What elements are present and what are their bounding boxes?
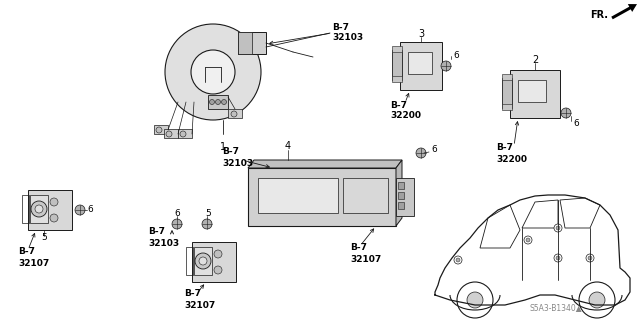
Circle shape	[588, 256, 592, 260]
Bar	[392, 46, 402, 52]
Circle shape	[589, 292, 605, 308]
Text: 5: 5	[205, 210, 211, 219]
Text: 6: 6	[453, 51, 459, 61]
Circle shape	[456, 258, 460, 262]
Circle shape	[554, 224, 562, 232]
Polygon shape	[396, 160, 402, 226]
Bar	[192, 242, 236, 282]
Text: 6: 6	[87, 205, 93, 214]
Text: 2: 2	[532, 55, 538, 65]
Circle shape	[454, 256, 462, 264]
Bar	[208, 95, 228, 109]
Text: S5A3-B1340▲: S5A3-B1340▲	[530, 303, 582, 313]
Circle shape	[31, 201, 47, 217]
Circle shape	[50, 198, 58, 206]
Circle shape	[467, 292, 483, 308]
Bar	[164, 129, 178, 138]
Circle shape	[556, 226, 560, 230]
Bar	[343, 178, 388, 213]
Bar	[238, 32, 266, 54]
Bar	[392, 50, 402, 80]
FancyArrow shape	[611, 4, 637, 19]
Bar	[30, 195, 48, 223]
Text: B-7: B-7	[390, 100, 407, 109]
Bar	[28, 190, 72, 230]
Text: 6: 6	[573, 118, 579, 128]
Bar	[186, 247, 193, 275]
Circle shape	[75, 205, 85, 215]
Text: B-7: B-7	[148, 227, 165, 236]
Circle shape	[556, 256, 560, 260]
Bar	[398, 182, 404, 189]
Bar	[178, 129, 192, 138]
Bar	[502, 104, 512, 110]
Circle shape	[202, 219, 212, 229]
Bar	[398, 192, 404, 199]
Text: B-7: B-7	[496, 144, 513, 152]
Circle shape	[586, 254, 594, 262]
Text: 32107: 32107	[18, 258, 49, 268]
Text: 32200: 32200	[496, 154, 527, 164]
Bar	[238, 32, 252, 54]
Circle shape	[50, 214, 58, 222]
Bar	[502, 74, 512, 80]
Circle shape	[526, 238, 530, 242]
Bar	[22, 195, 29, 223]
Bar	[392, 76, 402, 82]
Text: 32103: 32103	[222, 159, 253, 167]
Text: FR.: FR.	[590, 10, 608, 20]
Circle shape	[156, 127, 162, 133]
Circle shape	[172, 219, 182, 229]
Text: 1: 1	[220, 142, 226, 152]
Bar	[398, 202, 404, 209]
Circle shape	[165, 24, 261, 120]
Polygon shape	[248, 160, 402, 168]
Text: 32107: 32107	[184, 300, 215, 309]
Text: B-7: B-7	[222, 147, 239, 157]
Text: 4: 4	[285, 141, 291, 151]
Bar	[396, 178, 414, 216]
Text: 6: 6	[431, 145, 436, 154]
Circle shape	[180, 131, 186, 137]
Circle shape	[195, 253, 211, 269]
Circle shape	[216, 100, 221, 105]
Text: B-7: B-7	[350, 243, 367, 253]
Circle shape	[524, 236, 532, 244]
Bar	[154, 125, 168, 134]
Text: 32103: 32103	[332, 33, 363, 42]
Circle shape	[416, 148, 426, 158]
Text: 32103: 32103	[148, 239, 179, 248]
Circle shape	[35, 205, 43, 213]
Bar	[408, 52, 432, 74]
Circle shape	[209, 100, 214, 105]
Circle shape	[199, 257, 207, 265]
Circle shape	[166, 131, 172, 137]
Bar	[258, 178, 338, 213]
Bar	[194, 247, 212, 275]
Bar	[518, 80, 546, 102]
Bar	[228, 109, 242, 118]
Bar	[248, 168, 396, 226]
Bar	[510, 70, 560, 118]
Text: B-7: B-7	[18, 248, 35, 256]
Circle shape	[191, 50, 235, 94]
Circle shape	[231, 111, 237, 117]
Circle shape	[441, 61, 451, 71]
Circle shape	[561, 108, 571, 118]
Text: 32107: 32107	[350, 255, 381, 263]
Circle shape	[554, 254, 562, 262]
Circle shape	[579, 282, 615, 318]
Circle shape	[214, 266, 222, 274]
Text: 5: 5	[41, 234, 47, 242]
Bar	[400, 42, 442, 90]
Text: B-7: B-7	[332, 24, 349, 33]
Text: B-7: B-7	[184, 290, 201, 299]
Text: 32200: 32200	[390, 112, 421, 121]
Circle shape	[214, 250, 222, 258]
Text: 3: 3	[418, 29, 424, 39]
Bar	[502, 78, 512, 108]
Text: 6: 6	[174, 210, 180, 219]
Circle shape	[221, 100, 227, 105]
Circle shape	[457, 282, 493, 318]
